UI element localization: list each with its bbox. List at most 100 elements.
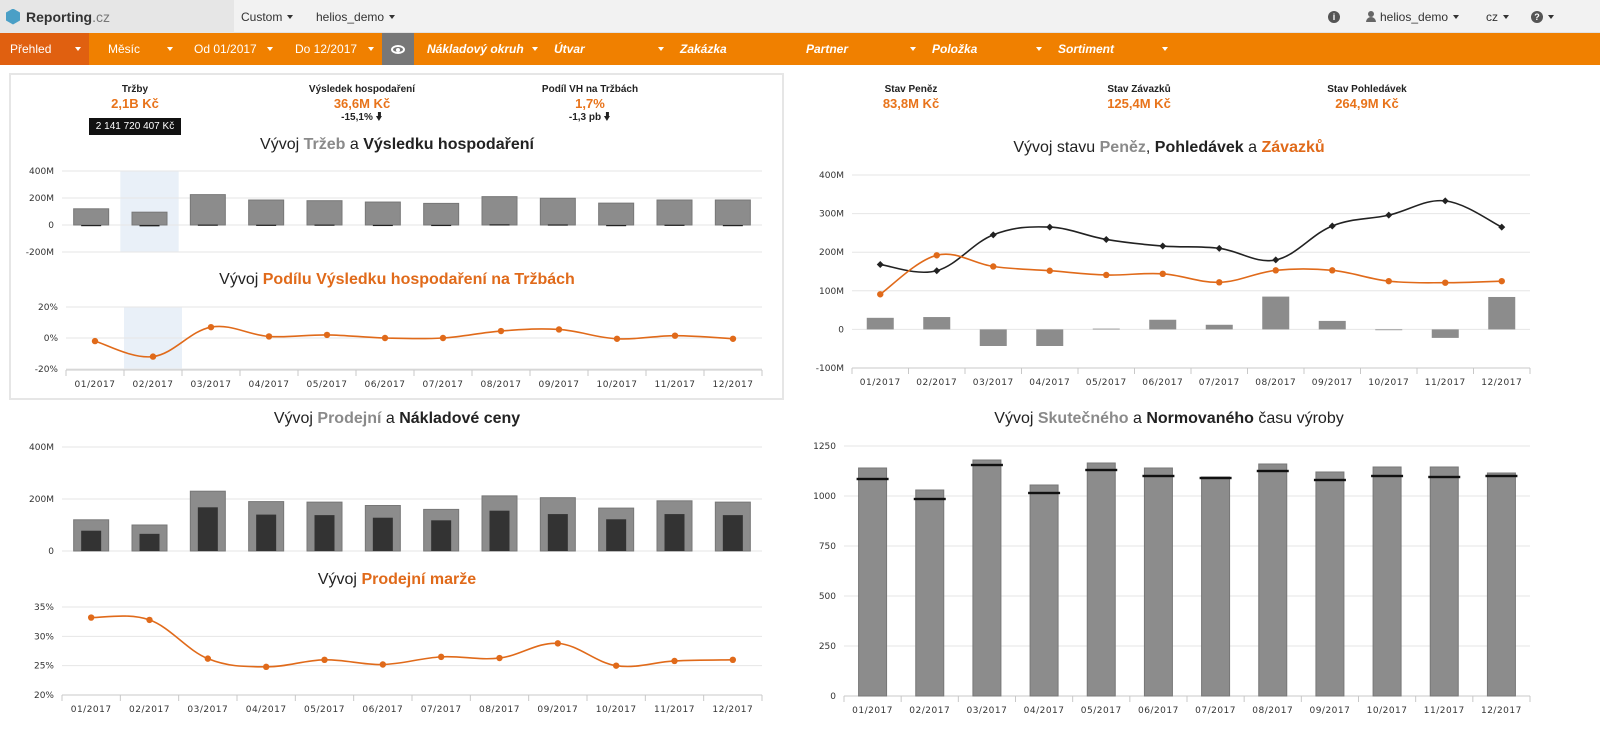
receivables-point	[1441, 197, 1449, 205]
receivables-point	[1215, 244, 1223, 252]
liabilities-point	[1159, 270, 1166, 278]
norm-time-marker	[1199, 476, 1232, 480]
profit-share-point	[497, 327, 505, 335]
user-menu[interactable]: helios_demo	[1366, 0, 1460, 33]
cash-bar	[1488, 296, 1516, 330]
receivables-point	[1046, 223, 1054, 231]
filter-assortment[interactable]: Sortiment	[1050, 33, 1176, 65]
cost-price-bar	[489, 510, 510, 551]
margin-point	[262, 663, 270, 671]
liabilities-point	[1442, 279, 1449, 286]
chevron-down-icon	[389, 14, 396, 19]
actual-time-bar	[1315, 471, 1345, 697]
profit-bar	[81, 225, 102, 227]
chevron-down-icon	[910, 47, 916, 51]
actual-time-bar	[915, 489, 945, 697]
filter-unit[interactable]: Útvar	[546, 33, 672, 65]
menu-database[interactable]: helios_demo	[316, 0, 396, 33]
x-tick-label: 01/2017	[860, 378, 901, 388]
x-tick-label: 08/2017	[1255, 378, 1296, 388]
y-tick-label: 100M	[819, 287, 844, 297]
info-button[interactable]: i	[1328, 0, 1340, 33]
filter-cost-area[interactable]: Nákladový okruh	[414, 33, 546, 65]
eye-icon	[391, 44, 405, 54]
x-tick-label: 08/2017	[1252, 706, 1293, 716]
x-tick-label: 02/2017	[916, 378, 957, 388]
receivables-point	[1102, 235, 1110, 243]
receivables-point	[1498, 223, 1506, 231]
kpi-profit[interactable]: Výsledek hospodaření 36,6M Kč -15,1%	[309, 84, 415, 123]
x-tick-label: 02/2017	[129, 705, 170, 715]
x-tick-label: 04/2017	[1029, 378, 1070, 388]
x-tick-label: 11/2017	[655, 380, 696, 390]
liabilities-point	[1046, 267, 1053, 274]
y-tick-label: 35%	[34, 603, 54, 613]
y-tick-label: 20%	[34, 691, 54, 701]
brand[interactable]: Reporting.cz	[0, 0, 234, 33]
x-tick-label: 04/2017	[246, 705, 287, 715]
kpi-share[interactable]: Podíl VH na Tržbách 1,7% -1,3 pb	[542, 84, 638, 123]
profit-share-point	[439, 334, 447, 342]
receivables-point	[989, 231, 997, 239]
x-tick-label: 01/2017	[71, 705, 112, 715]
filter-to[interactable]: Do 12/2017	[281, 33, 382, 65]
cash-bar	[1431, 329, 1459, 338]
kpi-revenue[interactable]: Tržby 2,1B Kč	[111, 84, 159, 111]
cost-price-bar	[606, 519, 627, 551]
cost-price-bar	[256, 514, 277, 551]
language-menu[interactable]: cz	[1486, 0, 1509, 33]
revenue-bar	[423, 202, 460, 226]
x-tick-label: 09/2017	[537, 705, 578, 715]
filter-item[interactable]: Položka	[924, 33, 1050, 65]
x-tick-label: 02/2017	[133, 380, 174, 390]
y-tick-label: 300M	[819, 210, 844, 220]
y-tick-label: 0	[830, 692, 836, 702]
x-tick-label: 05/2017	[304, 705, 345, 715]
chart-title-cash-state: Vývoj stavu Peněz, Pohledávek a Závazků	[1013, 139, 1325, 156]
margin-point	[437, 653, 445, 661]
liabilities-point	[877, 291, 884, 298]
kpi-liabilities[interactable]: Stav Závazků 125,4M Kč	[1107, 84, 1171, 111]
filter-period[interactable]: Měsíc	[89, 33, 181, 65]
norm-time-marker	[1028, 491, 1061, 495]
y-tick-label: 1000	[813, 492, 836, 502]
kpi-cash[interactable]: Stav Peněz 83,8M Kč	[883, 84, 939, 111]
user-icon	[1366, 11, 1376, 22]
actual-time-bar	[1372, 466, 1402, 697]
norm-time-marker	[913, 497, 946, 501]
x-tick-label: 06/2017	[365, 380, 406, 390]
y-tick-label: 30%	[34, 632, 54, 642]
chevron-down-icon	[1453, 14, 1460, 19]
liabilities-point	[1329, 267, 1336, 274]
norm-time-marker	[970, 463, 1003, 467]
y-tick-label: 0	[48, 221, 54, 231]
filter-partner[interactable]: Partner	[798, 33, 924, 65]
selected-panel	[9, 73, 784, 400]
liabilities-line	[879, 253, 1502, 295]
y-tick-label: 25%	[34, 662, 54, 672]
profit-bar	[197, 224, 218, 226]
filter-overview[interactable]: Přehled	[0, 33, 89, 65]
visibility-toggle[interactable]	[382, 33, 414, 65]
receivables-line	[880, 199, 1503, 273]
kpi-label: Výsledek hospodaření	[308, 84, 416, 95]
chevron-down-icon	[1503, 14, 1509, 19]
x-tick-label: 11/2017	[1424, 706, 1465, 716]
help-menu[interactable]: ?	[1531, 0, 1554, 33]
cash-bar	[979, 329, 1007, 346]
cash-bar	[1375, 329, 1403, 331]
filter-from[interactable]: Od 01/2017	[181, 33, 281, 65]
x-tick-label: 08/2017	[481, 380, 522, 390]
chevron-down-icon	[368, 47, 374, 51]
x-tick-label: 06/2017	[362, 705, 403, 715]
norm-time-marker	[1313, 478, 1346, 482]
receivables-point	[933, 267, 941, 275]
kpi-receivables[interactable]: Stav Pohledávek 264,9M Kč	[1327, 84, 1406, 111]
x-tick-label: 01/2017	[852, 706, 893, 716]
filter-order[interactable]: Zakázka	[680, 42, 727, 56]
x-tick-label: 07/2017	[421, 705, 462, 715]
brand-name: Reporting.cz	[26, 8, 110, 25]
menu-custom[interactable]: Custom	[241, 0, 294, 33]
revenue-bar	[131, 211, 168, 226]
